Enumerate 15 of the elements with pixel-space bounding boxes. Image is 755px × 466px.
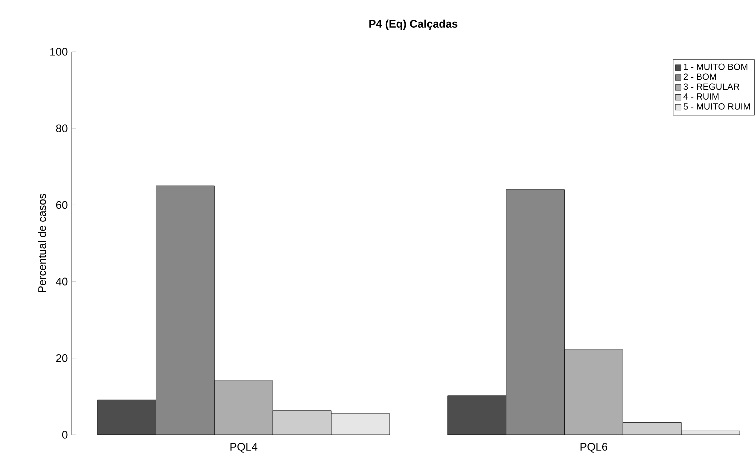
- chart-title: P4 (Eq) Calçadas: [370, 20, 458, 30]
- legend-label: 4 - RUIM: [684, 94, 719, 100]
- legend-label: 2 - BOM: [684, 74, 716, 80]
- legend-label: 5 - MUITO RUIM: [684, 104, 750, 110]
- legend-label: 3 - REGULAR: [684, 84, 740, 90]
- x-tick-label: PQL4: [230, 443, 258, 453]
- x-tick-label: PQL6: [580, 443, 608, 453]
- y-tick-label: 20: [56, 354, 68, 362]
- y-tick-label: 0: [62, 431, 68, 439]
- y-tick-label: 100: [50, 48, 68, 56]
- legend-label: 1 - MUITO BOM: [684, 64, 748, 70]
- y-tick-label: 60: [56, 201, 68, 210]
- y-tick-label: 40: [56, 278, 68, 286]
- y-tick-label: 80: [56, 124, 68, 132]
- y-axis-title: Percentual de casos: [38, 194, 46, 292]
